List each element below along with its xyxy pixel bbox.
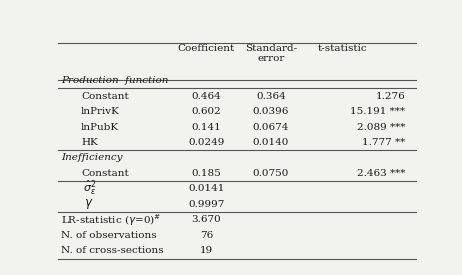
Text: 0.0249: 0.0249	[188, 138, 225, 147]
Text: 3.670: 3.670	[191, 215, 221, 224]
Text: Constant: Constant	[81, 92, 129, 101]
Text: Coefficient: Coefficient	[178, 43, 235, 53]
Text: N. of cross-sections: N. of cross-sections	[61, 246, 164, 255]
Text: Constant: Constant	[81, 169, 129, 178]
Text: 2.089 ***: 2.089 ***	[357, 123, 405, 131]
Text: 0.364: 0.364	[256, 92, 286, 101]
Text: 0.141: 0.141	[191, 123, 221, 131]
Text: 1.276: 1.276	[375, 92, 405, 101]
Text: HK: HK	[81, 138, 98, 147]
Text: 0.0750: 0.0750	[253, 169, 289, 178]
Text: Inefficiency: Inefficiency	[61, 153, 123, 163]
Text: Production  function: Production function	[61, 76, 169, 85]
Text: 0.602: 0.602	[191, 107, 221, 116]
Text: Standard-
error: Standard- error	[245, 43, 297, 63]
Text: 1.777 **: 1.777 **	[362, 138, 405, 147]
Text: LR-statistic ($\gamma$=0)$^{\#}$: LR-statistic ($\gamma$=0)$^{\#}$	[61, 212, 162, 228]
Text: lnPrivK: lnPrivK	[81, 107, 120, 116]
Text: 0.9997: 0.9997	[188, 200, 225, 209]
Text: 2.463 ***: 2.463 ***	[357, 169, 405, 178]
Text: 19: 19	[200, 246, 213, 255]
Text: 0.0140: 0.0140	[253, 138, 289, 147]
Text: $\gamma$: $\gamma$	[84, 197, 93, 211]
Text: t-statistic: t-statistic	[317, 43, 367, 53]
Text: 0.185: 0.185	[191, 169, 221, 178]
Text: 76: 76	[200, 231, 213, 240]
Text: 15.191 ***: 15.191 ***	[350, 107, 405, 116]
Text: N. of observations: N. of observations	[61, 231, 157, 240]
Text: 0.0396: 0.0396	[253, 107, 289, 116]
Text: 0.0674: 0.0674	[253, 123, 289, 131]
Text: lnPubK: lnPubK	[81, 123, 119, 131]
Text: $\hat{\sigma}_{\varepsilon}^{2}$: $\hat{\sigma}_{\varepsilon}^{2}$	[83, 179, 96, 198]
Text: 0.464: 0.464	[191, 92, 221, 101]
Text: 0.0141: 0.0141	[188, 184, 225, 193]
